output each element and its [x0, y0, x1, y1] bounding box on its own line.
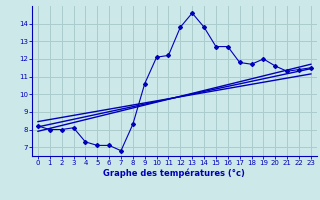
X-axis label: Graphe des températures (°c): Graphe des températures (°c): [103, 169, 245, 178]
